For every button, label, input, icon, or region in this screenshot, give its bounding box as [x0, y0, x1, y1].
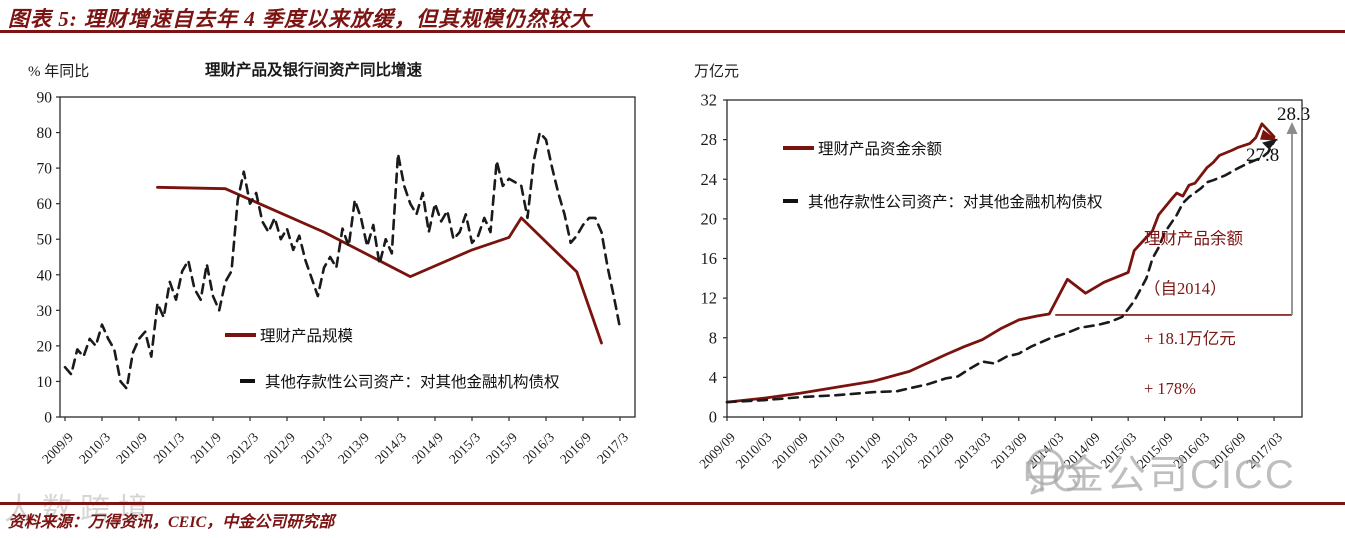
y-tick-label: 12: [701, 289, 718, 308]
y-tick-label: 40: [37, 267, 53, 284]
x-tick-label: 2015/09: [1134, 429, 1176, 471]
series-line: [725, 122, 1276, 404]
x-tick-label: 2015/03: [1097, 429, 1139, 471]
y-tick-label: 20: [37, 338, 53, 355]
y-tick-label: 10: [37, 374, 53, 391]
y-tick-label: 20: [701, 209, 718, 228]
y-tick-label: 16: [701, 249, 718, 268]
x-tick-label: 2010/9: [113, 429, 150, 466]
y-tick-label: 70: [37, 161, 53, 178]
series-line: [156, 185, 603, 345]
end-value-label-red: 28.3: [1277, 104, 1311, 125]
left-y-axis-unit: % 年同比: [28, 64, 90, 80]
series-end-marker-icon: [1260, 129, 1279, 141]
x-tick-label: 2014/03: [1024, 429, 1066, 471]
y-tick-label: 28: [701, 130, 718, 149]
y-tick-label: 90: [37, 90, 53, 107]
x-tick-label: 2016/9: [557, 429, 594, 466]
x-tick-label: 2011/09: [842, 429, 884, 471]
x-tick-label: 2017/03: [1243, 429, 1285, 471]
y-tick-label: 8: [709, 328, 717, 347]
y-tick-label: 60: [37, 196, 53, 213]
y-tick-label: 24: [701, 170, 718, 189]
x-tick-label: 2009/09: [696, 429, 738, 471]
growth-note-line3: + 18.1万亿元: [1144, 329, 1236, 348]
x-tick-label: 2014/9: [409, 429, 446, 466]
y-tick-label: 0: [709, 408, 717, 427]
title-divider: [0, 30, 1345, 33]
y-tick-label: 50: [37, 232, 53, 249]
right-chart-canvas: 0481216202428322009/092010/032010/092011…: [696, 91, 1303, 471]
y-tick-label: 30: [37, 303, 53, 320]
x-tick-label: 2013/09: [988, 429, 1030, 471]
x-tick-label: 2010/03: [733, 429, 775, 471]
x-tick-label: 2012/9: [261, 429, 298, 466]
figure-title: 图表 5: 理财增速自去年 4 季度以来放缓，但其规模仍然较大: [8, 7, 592, 31]
x-tick-label: 2014/3: [372, 429, 409, 466]
y-tick-label: 80: [37, 125, 53, 142]
watermark-bottom-left: 大数跨境: [4, 493, 156, 526]
end-value-label-black: 27.8: [1246, 145, 1280, 166]
x-tick-label: 2011/9: [187, 429, 224, 466]
x-tick-label: 2013/9: [335, 429, 372, 466]
left-chart-title: 理财产品及银行间资产同比增速: [205, 62, 423, 79]
x-tick-label: 2010/3: [76, 429, 113, 466]
growth-note-line4: + 178%: [1144, 379, 1196, 398]
x-tick-label: 2014/09: [1061, 429, 1103, 471]
x-tick-label: 2013/3: [298, 429, 335, 466]
y-tick-label: 32: [701, 91, 718, 110]
series-end-marker-icon: [1262, 138, 1279, 150]
growth-note: 理财产品余额 （自2014） + 18.1万亿元 + 178%: [1144, 226, 1243, 401]
x-tick-label: 2015/3: [446, 429, 483, 466]
x-tick-label: 2012/3: [224, 429, 261, 466]
footer-divider: [0, 502, 1345, 505]
x-tick-label: 2011/03: [806, 429, 848, 471]
plot-border: [59, 96, 636, 418]
x-tick-label: 2011/3: [150, 429, 187, 466]
series-line: [725, 140, 1276, 404]
x-tick-label: 2016/3: [520, 429, 557, 466]
x-tick-label: 2012/09: [915, 429, 957, 471]
x-tick-label: 2015/9: [483, 429, 520, 466]
x-tick-label: 2016/03: [1170, 429, 1212, 471]
growth-arrow-head-icon: [1286, 122, 1298, 134]
right-y-axis-unit: 万亿元: [694, 64, 740, 80]
growth-note-line1: 理财产品余额: [1144, 229, 1243, 248]
x-tick-label: 2010/09: [769, 429, 811, 471]
source-note: 资料来源：万得资讯，CEIC，中金公司研究部: [8, 514, 335, 531]
y-tick-label: 4: [709, 368, 717, 387]
y-tick-label: 0: [44, 410, 52, 427]
series-line: [63, 131, 622, 390]
x-tick-label: 2017/3: [594, 429, 631, 466]
x-tick-label: 2009/9: [39, 429, 76, 466]
growth-note-line2: （自2014）: [1144, 279, 1227, 298]
x-tick-label: 2016/09: [1207, 429, 1249, 471]
x-tick-label: 2013/03: [952, 429, 994, 471]
x-tick-label: 2012/03: [879, 429, 921, 471]
